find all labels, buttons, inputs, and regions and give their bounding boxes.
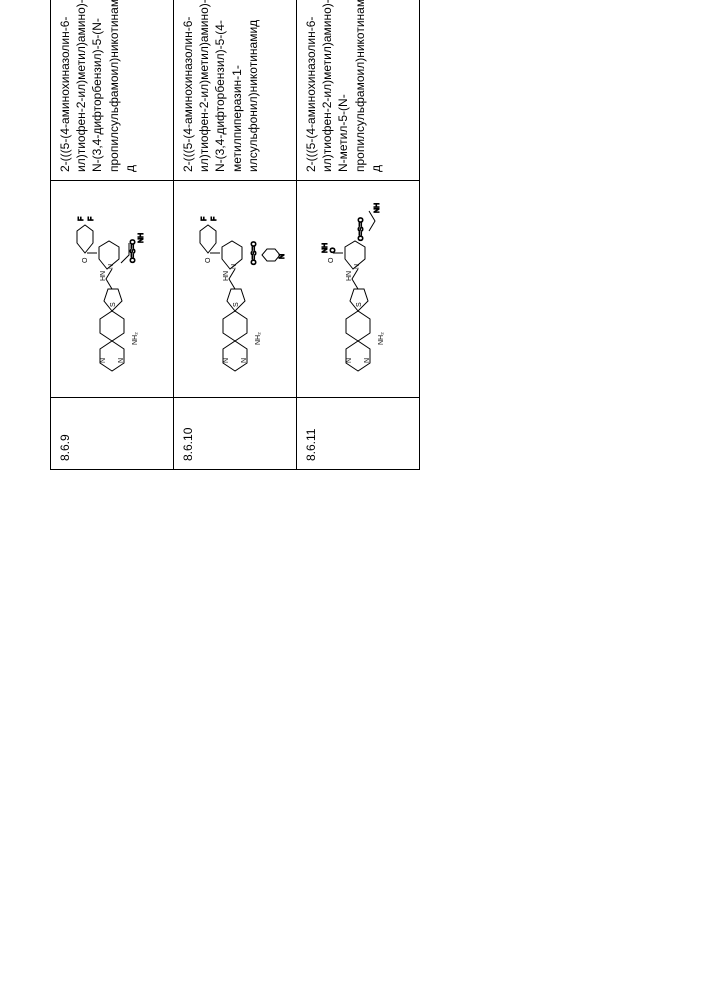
cell-id: 8.6.10 (174, 398, 297, 470)
svg-text:NH: NH (322, 243, 329, 253)
table-row: 8.6.9 N N NH₂ S HN N O F F O= (51, 0, 174, 470)
compound-table: 8.6.9 N N NH₂ S HN N O F F O= (50, 0, 420, 470)
svg-text:O: O (328, 258, 335, 264)
svg-text:N: N (223, 358, 230, 363)
cell-structure: N N NH₂ S HN N O F F O=S=O N (174, 181, 297, 398)
svg-text:N: N (346, 358, 353, 363)
cell-name: 2-(((5-(4-аминохиназолин-6-ил)тиофен-2-и… (297, 0, 420, 181)
svg-text:N: N (100, 358, 107, 363)
svg-text:NH₂: NH₂ (132, 332, 139, 345)
svg-text:F: F (88, 217, 95, 221)
svg-text:F: F (201, 217, 208, 221)
table-row: 8.6.10 N N NH₂ S HN N O F F O=S=O (174, 0, 297, 470)
svg-text:N: N (241, 358, 248, 363)
svg-text:O: O (82, 258, 89, 264)
svg-text:NH: NH (138, 233, 145, 243)
svg-text:N: N (354, 264, 361, 269)
cell-structure: N N NH₂ S HN N O NH O O=S=O NH (297, 181, 420, 398)
cell-id: 8.6.11 (297, 398, 420, 470)
svg-text:O=S=O: O=S=O (130, 239, 137, 263)
svg-text:N: N (279, 254, 286, 259)
svg-text:HN: HN (346, 271, 353, 281)
svg-text:NH₂: NH₂ (255, 332, 262, 345)
cell-id: 8.6.9 (51, 398, 174, 470)
svg-text:HN: HN (223, 271, 230, 281)
cell-name: 2-(((5-(4-аминохиназолин-6-ил)тиофен-2-и… (51, 0, 174, 181)
svg-text:S: S (110, 303, 117, 308)
svg-text:S: S (356, 303, 363, 308)
svg-text:F: F (78, 217, 85, 221)
svg-text:N: N (364, 358, 371, 363)
svg-text:O=S=O: O=S=O (358, 217, 365, 241)
svg-text:O=S=O: O=S=O (251, 241, 258, 265)
svg-text:N: N (118, 358, 125, 363)
cell-structure: N N NH₂ S HN N O F F O=S=O NH (51, 181, 174, 398)
svg-text:HN: HN (100, 271, 107, 281)
svg-text:F: F (211, 217, 218, 221)
svg-text:N: N (108, 264, 115, 269)
svg-text:NH₂: NH₂ (378, 332, 385, 345)
svg-text:NH: NH (374, 203, 381, 213)
svg-text:S: S (233, 303, 240, 308)
svg-text:N: N (231, 264, 238, 269)
svg-text:O: O (205, 258, 212, 264)
table-wrapper: 8.6.9 N N NH₂ S HN N O F F O= (50, 0, 420, 470)
svg-text:O: O (330, 248, 337, 254)
table-row: 8.6.11 N N NH₂ S HN N O NH O O=S=O (297, 0, 420, 470)
table-body: 8.6.9 N N NH₂ S HN N O F F O= (51, 0, 420, 470)
cell-name: 2-(((5-(4-аминохиназолин-6-ил)тиофен-2-и… (174, 0, 297, 181)
